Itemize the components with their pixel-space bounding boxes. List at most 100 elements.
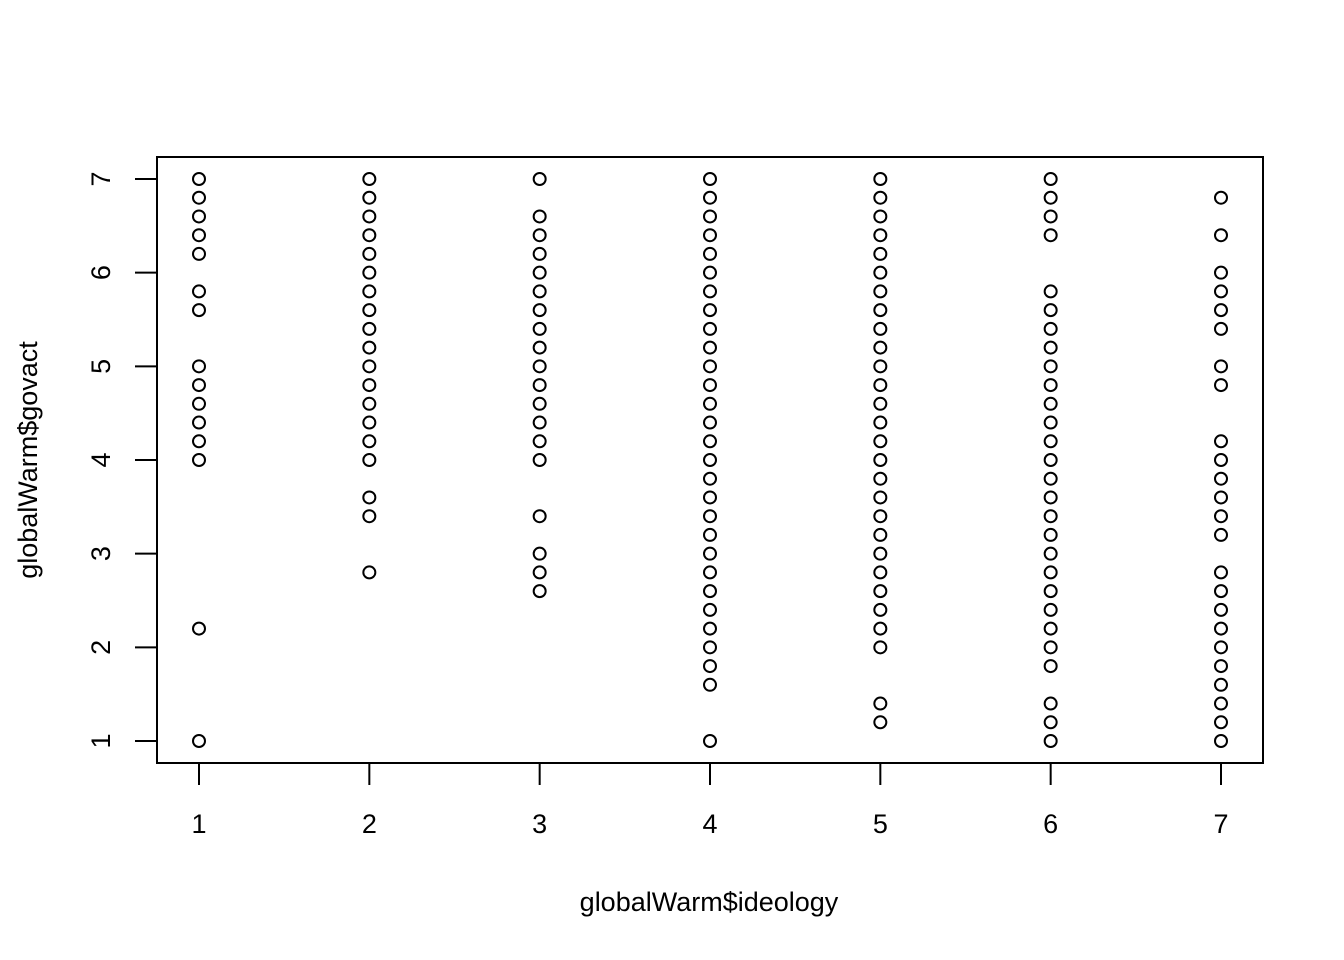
data-point [873, 509, 888, 524]
data-point [192, 190, 206, 205]
y-tick-label: 4 [86, 452, 116, 467]
y-tick-label: 1 [86, 733, 116, 748]
data-point [1043, 415, 1058, 430]
data-point [873, 640, 888, 655]
data-point [1043, 584, 1058, 599]
data-point [362, 340, 377, 355]
data-point [362, 228, 377, 243]
data-point [1214, 602, 1228, 617]
data-point [192, 453, 206, 467]
data-point [1214, 677, 1228, 692]
data-point [362, 321, 377, 336]
data-point [532, 584, 547, 599]
data-point [532, 284, 547, 299]
data-point [703, 340, 717, 355]
data-point [192, 228, 206, 243]
data-point [532, 453, 547, 467]
data-point [703, 321, 717, 336]
x-tick-label: 4 [702, 809, 717, 839]
data-point [362, 434, 377, 449]
data-point [703, 209, 717, 224]
data-point [873, 434, 888, 449]
data-point [362, 359, 377, 374]
data-point [532, 415, 547, 430]
data-point [192, 359, 206, 374]
data-point [532, 303, 547, 318]
data-point [192, 172, 206, 186]
data-point [703, 659, 717, 674]
data-point [873, 565, 888, 580]
data-point [1214, 715, 1228, 730]
data-point [703, 734, 717, 748]
data-point [1214, 509, 1228, 524]
data-point [1043, 734, 1058, 748]
data-point [362, 172, 377, 186]
data-point [703, 434, 717, 449]
data-point [1043, 340, 1058, 355]
data-point [362, 209, 377, 224]
data-point [532, 246, 547, 261]
data-point [1214, 359, 1228, 374]
data-point [703, 453, 717, 467]
data-point [362, 190, 377, 205]
data-point [192, 246, 206, 261]
data-point [703, 190, 717, 205]
data-point [1214, 696, 1228, 711]
data-point [362, 246, 377, 261]
data-point [873, 696, 888, 711]
data-point [1214, 378, 1228, 393]
y-tick-label: 5 [86, 359, 116, 374]
x-tick-label: 1 [191, 809, 206, 839]
y-tick-label: 3 [86, 546, 116, 561]
data-point [703, 602, 717, 617]
data-point [873, 284, 888, 299]
data-point [532, 378, 547, 393]
data-point [192, 303, 206, 318]
data-point [873, 303, 888, 318]
x-tick-label: 2 [362, 809, 377, 839]
data-point [1043, 190, 1058, 205]
data-point [703, 265, 717, 280]
data-point [873, 246, 888, 261]
x-tick-label: 3 [532, 809, 547, 839]
data-point [1043, 359, 1058, 374]
data-point [1043, 490, 1058, 505]
data-point [1043, 303, 1058, 318]
data-point [1043, 453, 1058, 467]
data-point [532, 509, 547, 524]
data-point [362, 396, 377, 411]
data-point [703, 415, 717, 430]
data-point [362, 265, 377, 280]
data-point [873, 602, 888, 617]
data-point [532, 546, 547, 561]
data-point [192, 209, 206, 224]
data-point [873, 546, 888, 561]
data-point [532, 265, 547, 280]
y-tick-label: 7 [86, 171, 116, 186]
data-point [873, 190, 888, 205]
data-point [1043, 321, 1058, 336]
data-point [873, 265, 888, 280]
data-point [703, 284, 717, 299]
data-point [192, 621, 206, 636]
data-point [532, 172, 547, 186]
data-point [1043, 527, 1058, 542]
data-point [1043, 284, 1058, 299]
data-point [362, 415, 377, 430]
data-point [873, 584, 888, 599]
data-point [873, 715, 888, 730]
data-point [873, 209, 888, 224]
data-point [873, 621, 888, 636]
data-point [532, 359, 547, 374]
data-point [1043, 396, 1058, 411]
data-point [362, 490, 377, 505]
data-point [192, 415, 206, 430]
data-point [873, 172, 888, 186]
data-point [192, 434, 206, 449]
data-point [1214, 284, 1228, 299]
data-point [1043, 602, 1058, 617]
data-point [873, 453, 888, 467]
data-point [1214, 584, 1228, 599]
x-tick-label: 6 [1043, 809, 1058, 839]
data-point [703, 509, 717, 524]
